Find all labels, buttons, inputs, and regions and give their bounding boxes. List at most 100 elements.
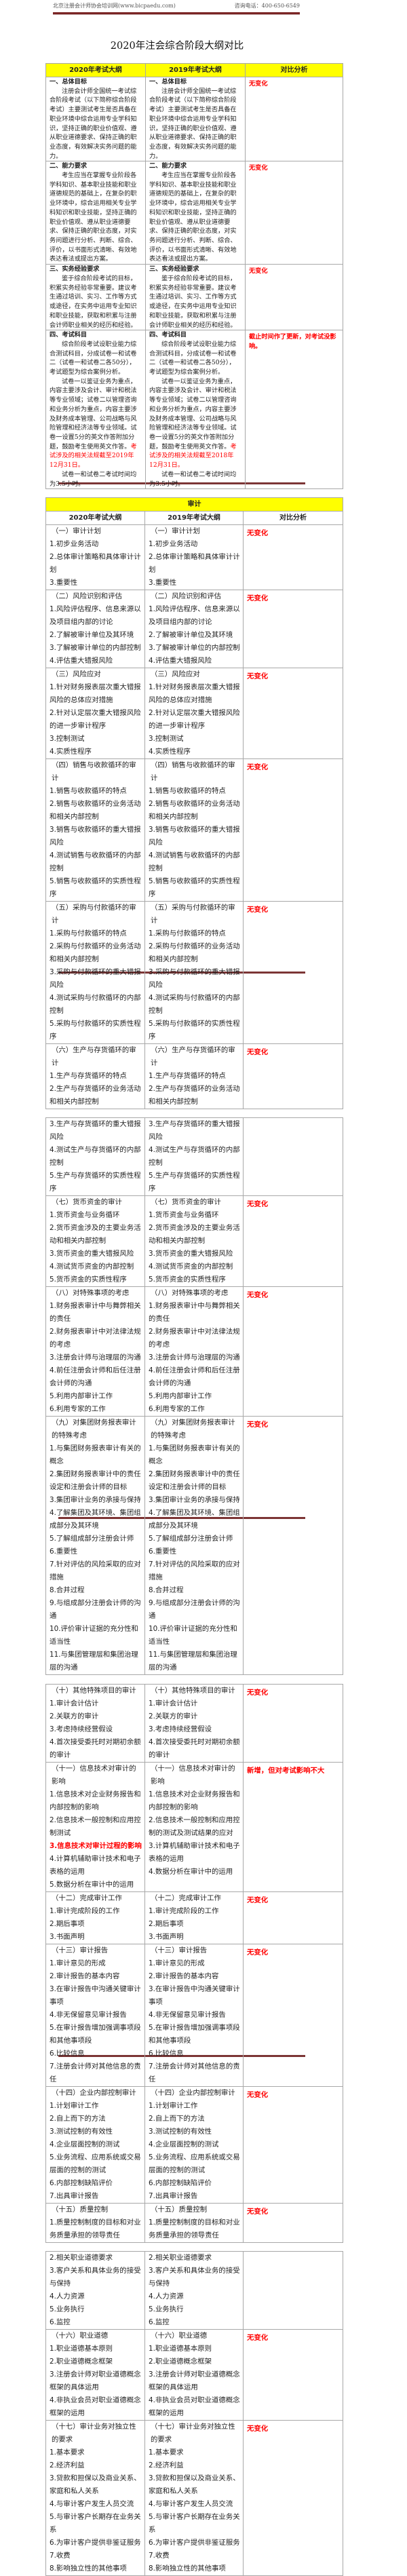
audit-title-row: 审计 (45, 497, 343, 512)
section-title: 四、考试科目 (149, 331, 187, 339)
audit-row: （十）其他特殊项目的审计 1.审计会计估计 2.关联方的审计 3.考虑持续经营假设 4.… (45, 1684, 343, 1763)
cell-2020: （四）销售与收款循环的审计 1.销售与收款循环的特点 2.销售与收款循环的业务活动和… (45, 758, 145, 902)
list-item: 3.客户关系和具体业务的接受与保持 (149, 2267, 240, 2288)
overview-table: 2020年考试大纲 2019年考试大纲 对比分析 一、总体目标 注册会计师全国统一… (45, 63, 343, 490)
list-item: 1.信息技术对企业财务报告和内部控制的影响 (149, 1790, 240, 1812)
cell-2019: （一）审计计划 1.初步业务活动 2.总体审计策略和具体审计计划 3.重要性 (144, 524, 244, 591)
list-item: 1.风险评估程序、信息来源以及项目组内部的讨论 (50, 605, 141, 627)
list-item: 4.前任注册会计师和后任注册会计师的沟通 (149, 1366, 240, 1388)
list-item: 5.销售与收款循环的实质性程序 (149, 877, 240, 899)
section-title: （九）对集团财务报表审计的特殊考虑 (151, 1419, 235, 1440)
header-divider (53, 12, 300, 14)
audit-row: （八）对特殊事项的考虑 1.财务报表审计中与舞弊相关的责任 2.财务报表审计中对法律… (45, 1286, 343, 1417)
page-title: 2020年注会综合阶段大纲对比 (110, 41, 244, 52)
list-item: 3.考虑持续经营假设 (149, 1725, 212, 1734)
audit-row: （六）生产与存货循环的审计 1.生产与存货循环的特点 2.生产与存货循环的业务活动和… (45, 1043, 343, 1110)
section-title: （五）采购与付款循环的审计 (52, 904, 136, 925)
list-item: 7.针对评估的风险采取的应对措施 (50, 1560, 141, 1582)
list-item: 3.了解被审计单位的内部控制 (149, 644, 240, 653)
cell-2019: 二、能力要求 考生应当在掌握专业阶段各学科知识、基本职业技能和职业道德规范的基础上… (145, 161, 246, 265)
list-item: 3.注册会计师对职业道德概念框架的具体运用 (50, 2370, 141, 2392)
list-item: 6.为审计客户提供非鉴证服务 (149, 2539, 240, 2548)
list-item: 1.计划审计工作 (149, 2102, 198, 2111)
cell-2019: （十三）审计报告 1.审计意见的形成 2.审计报告的基本内容 3.在审计报告中沟通关键… (144, 1944, 244, 2088)
audit-row: 3.生产与存货循环的重大错报风险 4.测试生产与存货循环的内部控制 5.生产与存货循… (45, 1117, 343, 1197)
audit-row: （十四）企业内部控制审计 1.计划审计工作 2.自上而下的方法 3.测试控制的有效性 4… (45, 2086, 343, 2204)
text-segment: 综合阶段考试设职业能力综合测试科目，分成试卷一和试卷二（试卷一和试卷二各50分）… (149, 340, 237, 377)
list-item: 2.信息技术一般控制和应用控制测试 (50, 1816, 141, 1838)
list-item: 1.审计会计估计 (50, 1699, 99, 1708)
list-item: 2.总体审计策略和具体审计计划 (50, 553, 141, 575)
section-title: 四、考试科目 (50, 331, 88, 339)
list-item: 2.信息技术一般控制和应用控制的测试及测试结果的应对 (149, 1816, 240, 1838)
list-item: 4.实质性程序 (149, 748, 191, 756)
analysis-cell: 无变化 (243, 590, 343, 669)
list-item: 1.审计完成阶段的工作 (149, 1907, 219, 1916)
analysis-cell: 无变化 (243, 758, 343, 902)
section-title: （十三）审计报告 (52, 1946, 109, 1955)
list-item: 6.利用专家的工作 (50, 1405, 106, 1414)
list-item: 4.前任注册会计师和后任注册会计师的沟通 (50, 1366, 141, 1388)
list-item: 4.测试生产与存货循环的内部控制 (50, 1146, 141, 1168)
analysis-cell (243, 1117, 343, 1197)
list-item: 6.重要性 (50, 1547, 78, 1556)
list-item: 3.贷款和担保以及商业关系、家庭和私人关系 (50, 2474, 141, 2496)
col-header-analysis: 对比分析 (245, 63, 343, 77)
section-title: （十七）审计业务对独立性的要求 (52, 2423, 136, 2444)
list-item: 1.职业道德基本原则 (50, 2345, 113, 2353)
overview-row: 二、能力要求 考生应当在掌握专业阶段各学科知识、基本职业技能和职业道德规范的基础上… (45, 161, 343, 265)
audit-header-row: 2020年考试大纲 2019年考试大纲 对比分析 (45, 511, 343, 526)
cell-2020: 四、考试科目 综合阶段考试设职业能力综合测试科目，分成试卷一和试卷二（试卷一和试卷… (45, 330, 146, 490)
cell-2020: （一）审计计划 1.初步业务活动 2.总体审计策略和具体审计计划 3.重要性 (45, 524, 145, 591)
cell-2019: 三、实务经验要求 鉴于综合阶段考试的目标，积累实务经验非常重要。建议考生通过培训、… (145, 264, 246, 331)
paragraph: 试卷一以鉴证业务为重点，内容主要涉及会计、审计和税法等专业领域；试卷二以管理咨询… (50, 377, 137, 470)
list-item: 2.相关职业道德要求 (50, 2254, 113, 2263)
list-item: 4.首次接受委托时对期初余额的审计 (50, 1738, 141, 1760)
list-item: 2.针对认定层次重大错报风险的进一步审计程序 (149, 709, 240, 731)
list-item: 4.实质性程序 (50, 748, 92, 756)
cell-2020: （十六）职业道德 1.职业道德基本原则 2.职业道德概念框架 3.注册会计师对职业道德… (45, 2329, 145, 2421)
cell-2019: （九）对集团财务报表审计的特殊考虑 1.与集团财务报表审计有关的概念 2.集团财务报… (144, 1416, 244, 1676)
section-title: （十七）审计业务对独立性的要求 (151, 2423, 235, 2444)
list-item: 4.企业层面控制的测试 (50, 2140, 120, 2149)
cell-2019: 3.生产与存货循环的重大错报风险 4.测试生产与存货循环的内部控制 5.生产与存货循… (144, 1117, 244, 1197)
cell-2020: （十一）信息技术对审计的影响 1.信息技术对企业财务报告和内部控制的影响 2.信息技… (45, 1762, 145, 1893)
audit-row: （十五）质量控制 1.质量控制制度的目标和对业务质量承担的领导责任 （十五）质量控制… (45, 2203, 343, 2244)
list-item: 5.利用内部审计工作 (50, 1392, 113, 1401)
paragraph: 鉴于综合阶段考试的目标，积累实务经验非常重要。建议考生通过培训、实习、工作等方式… (50, 274, 137, 330)
section-title: 一、总体目标 (149, 78, 187, 85)
list-item: 4.评估重大错报风险 (50, 657, 113, 666)
list-item: 1.财务报表审计中与舞弊相关的责任 (149, 1302, 240, 1324)
section-title: 三、实务经验要求 (50, 265, 100, 273)
col-header-2019: 2019年考试大纲 (145, 63, 246, 77)
section-title: 一、总体目标 (50, 78, 88, 85)
list-item: 1.初步业务活动 (50, 540, 99, 549)
list-item: 4.测试销售与收款循环的内部控制 (149, 851, 240, 873)
list-item: 1.审计意见的形成 (149, 1959, 205, 1968)
col-header-2019: 2019年考试大纲 (144, 511, 244, 526)
list-item: 5.业务流程、应用系统或交易层面的控制的测试 (50, 2153, 141, 2175)
audit-table: （十）其他特殊项目的审计 1.审计会计估计 2.关联方的审计 3.考虑持续经营假设 4.… (45, 1684, 343, 2244)
list-item: 1.基本要求 (50, 2448, 85, 2457)
list-item: 3.货币资金的重大错报风险 (149, 1250, 233, 1258)
section-title: （十）其他特殊项目的审计 (52, 1687, 136, 1695)
audit-row: （十三）审计报告 1.审计意见的形成 2.审计报告的基本内容 3.在审计报告中沟通关键… (45, 1944, 343, 2088)
list-item: 5.业务执行 (50, 2305, 85, 2314)
cell-2019: 四、考试科目 综合阶段考试设职业能力综合测试科目，分成试卷一和试卷二（试卷一和试卷… (145, 330, 246, 490)
list-item: 4.了解集团及其环境、集团组成部分及其环境 (50, 1509, 141, 1531)
audit-table: 2.相关职业道德要求 3.客户关系和具体业务的接受与保持 4.人力资源 5.业务执行 6… (45, 2251, 343, 2576)
list-item: 2.销售与收款循环的业务活动和相关内部控制 (50, 800, 141, 822)
cell-2020: （十七）审计业务对独立性的要求 1.基本要求 2.经济利益 3.贷款和担保以及商业关系… (45, 2420, 145, 2576)
audit-row: （二）风险识别和评估 1.风险评估程序、信息来源以及项目组内部的讨论 2.了解被审计… (45, 590, 343, 669)
list-item: 2.自上而下的方法 (149, 2115, 205, 2123)
cell-2019: （二）风险识别和评估 1.风险评估程序、信息来源以及项目组内部的讨论 2.了解被审计… (144, 590, 244, 669)
analysis-cell: 无变化 (243, 2086, 343, 2204)
analysis-cell: 无变化 (243, 2203, 343, 2244)
analysis-cell: 无变化 (243, 1891, 343, 1945)
list-item: 2.了解被审计单位及其环境 (50, 631, 134, 640)
list-item: 3.货币资金的重大错报风险 (50, 1250, 134, 1258)
list-item: 5.货币资金的实质性程序 (50, 1275, 127, 1284)
list-item: 1.初步业务活动 (149, 540, 198, 549)
list-item: 4.了解集团及其环境、集团组成部分及其环境 (149, 1509, 240, 1531)
cell-2020: （六）生产与存货循环的审计 1.生产与存货循环的特点 2.生产与存货循环的业务活动和… (45, 1043, 145, 1110)
